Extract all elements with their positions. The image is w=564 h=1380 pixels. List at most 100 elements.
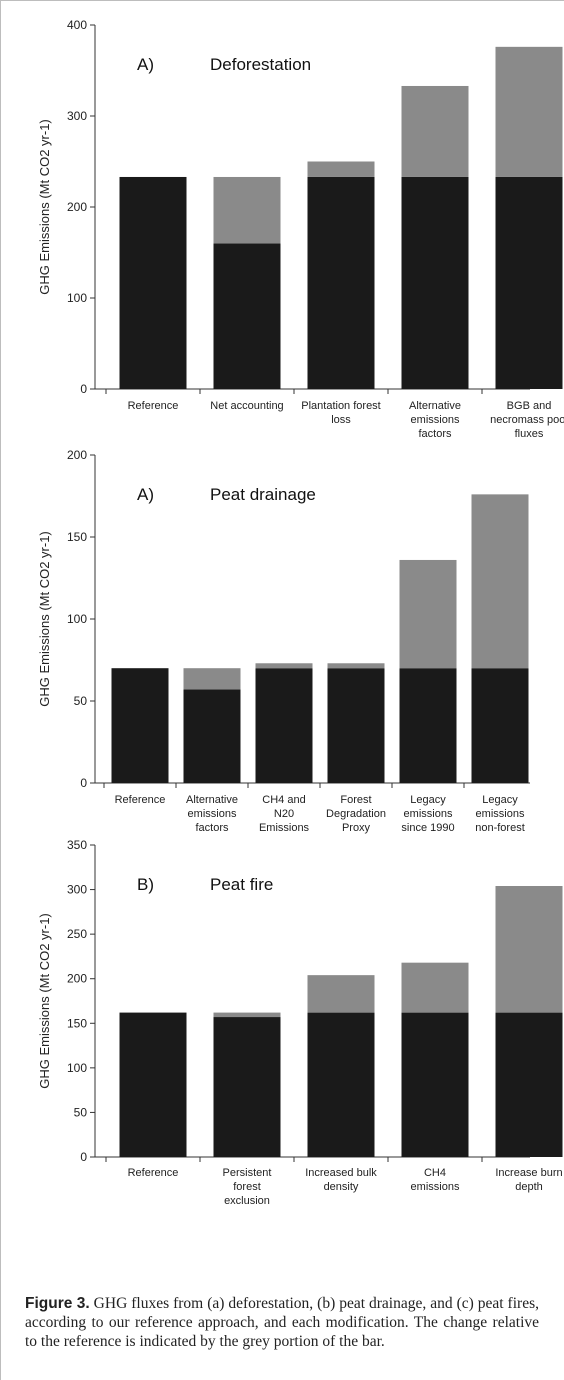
y-tick-label: 200 — [67, 200, 87, 214]
bar-change-portion — [307, 161, 375, 177]
bar-reference-portion — [401, 1012, 469, 1157]
bar-reference-portion — [495, 176, 563, 389]
y-tick-label: 0 — [80, 382, 87, 396]
bar-reference-portion — [111, 668, 169, 783]
x-category-label: loss — [331, 414, 351, 426]
y-tick-label: 200 — [67, 448, 87, 462]
bar-reference-portion — [327, 668, 385, 783]
x-category-label: emissions — [404, 808, 453, 820]
x-category-label: emissions — [411, 1181, 460, 1193]
bar-change-portion — [471, 494, 529, 669]
y-tick-label: 300 — [67, 109, 87, 123]
y-tick-label: 0 — [80, 776, 87, 790]
x-category-label: necromass pool — [490, 414, 564, 426]
x-category-label: Plantation forest — [301, 400, 381, 412]
y-tick-label: 100 — [67, 291, 87, 305]
panel-label: A) — [137, 485, 154, 504]
x-category-label: fluxes — [515, 428, 544, 440]
bar-reference-portion — [307, 176, 375, 389]
x-category-label: Legacy — [410, 794, 446, 806]
bar-reference-portion — [399, 668, 457, 783]
x-category-label: N20 — [274, 808, 294, 820]
x-category-label: emissions — [188, 808, 237, 820]
bar-change-portion — [213, 1012, 281, 1018]
bar-reference-portion — [119, 176, 187, 389]
y-tick-label: 300 — [67, 883, 87, 897]
y-axis-label: GHG Emissions (Mt CO2 yr-1) — [37, 913, 52, 1089]
x-category-label: CH4 — [424, 1167, 446, 1179]
chart-panel-3: 0 50 100 150 200 250 300 350 Reference Persistent… — [37, 838, 563, 1207]
x-category-label: Emissions — [259, 822, 310, 834]
panel-label: B) — [137, 875, 154, 894]
x-category-label: emissions — [476, 808, 525, 820]
bar-reference-portion — [307, 1012, 375, 1157]
y-tick-label: 150 — [67, 530, 87, 544]
x-category-label: Increased bulk — [305, 1167, 377, 1179]
x-category-label: Reference — [128, 400, 179, 412]
x-category-label: Alternative — [409, 400, 461, 412]
bar-reference-portion — [119, 1012, 187, 1157]
bar-reference-portion — [183, 689, 241, 783]
chart-title: Deforestation — [210, 55, 311, 74]
y-tick-label: 350 — [67, 838, 87, 852]
bar-change-portion — [327, 663, 385, 669]
x-category-label: emissions — [411, 414, 460, 426]
x-category-label: Increase burn — [495, 1167, 562, 1179]
bar-change-portion — [401, 962, 469, 1013]
y-tick-label: 250 — [67, 927, 87, 941]
x-category-label: Degradation — [326, 808, 386, 820]
x-category-label: BGB and — [507, 400, 552, 412]
bar-change-portion — [399, 559, 457, 669]
bar-reference-portion — [213, 1017, 281, 1157]
bar-change-portion — [495, 886, 563, 1013]
x-category-label: since 1990 — [401, 822, 454, 834]
bar-reference-portion — [471, 668, 529, 783]
bar-reference-portion — [401, 176, 469, 389]
y-tick-label: 50 — [74, 1105, 88, 1119]
x-category-label: CH4 and — [262, 794, 305, 806]
chart-title: Peat fire — [210, 875, 273, 894]
y-tick-label: 100 — [67, 1061, 87, 1075]
chart-panel-2: 0 50 100 150 200 Reference Alternative emission… — [37, 448, 530, 834]
bar-change-portion — [183, 668, 241, 690]
x-category-label: non-forest — [475, 822, 525, 834]
x-category-label: Net accounting — [210, 400, 283, 412]
y-tick-label: 200 — [67, 972, 87, 986]
y-tick-label: 0 — [80, 1150, 87, 1164]
y-tick-label: 100 — [67, 612, 87, 626]
bar-change-portion — [307, 975, 375, 1013]
y-axis-label: GHG Emissions (Mt CO2 yr-1) — [37, 531, 52, 707]
x-category-label: density — [324, 1181, 359, 1193]
x-category-label: Proxy — [342, 822, 371, 834]
chart-panel-1: 0 100 200 300 400 Reference Net accounting Plan… — [37, 18, 564, 440]
x-category-label: factors — [195, 822, 229, 834]
bar-change-portion — [255, 663, 313, 669]
bar-reference-portion — [255, 668, 313, 783]
x-category-label: Alternative — [186, 794, 238, 806]
x-category-label: exclusion — [224, 1195, 270, 1207]
x-category-label: Legacy — [482, 794, 518, 806]
bar-change-portion — [495, 46, 563, 177]
y-axis-label: GHG Emissions (Mt CO2 yr-1) — [37, 119, 52, 295]
chart-title: Peat drainage — [210, 485, 316, 504]
bar-reference-portion — [495, 1012, 563, 1157]
x-category-label: Forest — [340, 794, 371, 806]
figure-charts: 0 100 200 300 400 Reference Net accounting Plan… — [37, 18, 564, 1207]
bar-change-portion — [401, 85, 469, 177]
caption-text: GHG fluxes from (a) deforestation, (b) p… — [25, 1295, 539, 1350]
y-tick-label: 50 — [74, 694, 88, 708]
y-tick-label: 150 — [67, 1016, 87, 1030]
panel-label: A) — [137, 55, 154, 74]
x-category-label: Reference — [128, 1167, 179, 1179]
x-category-label: Persistent — [223, 1167, 272, 1179]
caption-label: Figure 3. — [25, 1295, 90, 1312]
bar-reference-portion — [213, 243, 281, 389]
x-category-label: factors — [418, 428, 452, 440]
x-category-label: depth — [515, 1181, 543, 1193]
x-category-label: Reference — [115, 794, 166, 806]
figure-caption: Figure 3. GHG fluxes from (a) deforestat… — [25, 1294, 539, 1351]
x-category-label: forest — [233, 1181, 261, 1193]
y-tick-label: 400 — [67, 18, 87, 32]
bar-change-portion — [213, 176, 281, 244]
